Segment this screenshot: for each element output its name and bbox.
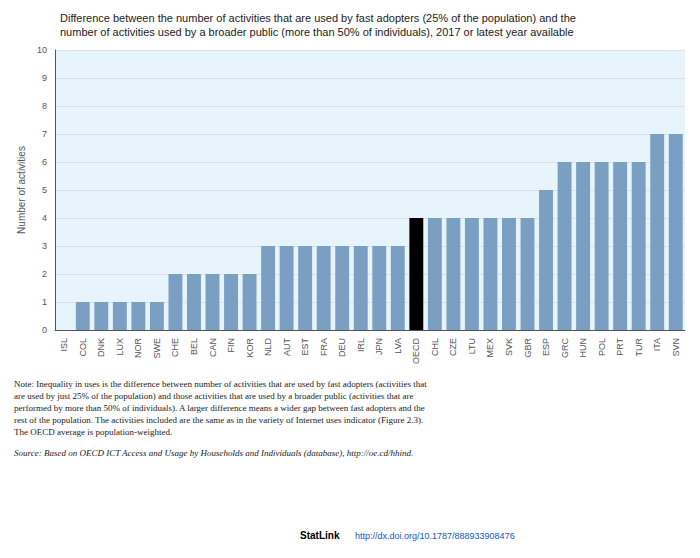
- svg-text:are used by just 25% of the po: are used by just 25% of the population) …: [14, 391, 413, 401]
- svg-text:ESP: ESP: [541, 338, 551, 356]
- svg-text:FRA: FRA: [319, 338, 329, 356]
- svg-text:DNK: DNK: [96, 338, 106, 357]
- svg-text:5: 5: [42, 185, 47, 195]
- svg-text:SVN: SVN: [671, 338, 681, 357]
- svg-text:ISL: ISL: [59, 338, 69, 352]
- svg-text:HUN: HUN: [578, 338, 588, 358]
- svg-text:JPN: JPN: [374, 338, 384, 355]
- svg-text:POL: POL: [597, 338, 607, 356]
- svg-text:SWE: SWE: [152, 338, 162, 359]
- svg-text:OECD: OECD: [411, 338, 421, 365]
- svg-text:PRT: PRT: [615, 338, 625, 356]
- svg-text:Note: Inequality in uses is th: Note: Inequality in uses is the differen…: [14, 379, 427, 389]
- svg-text:number of activities used by a: number of activities used by a broader p…: [60, 26, 574, 38]
- svg-text:GRC: GRC: [560, 338, 570, 359]
- svg-text:GBR: GBR: [523, 338, 533, 358]
- svg-text:LUX: LUX: [115, 338, 125, 356]
- svg-text:LTU: LTU: [467, 338, 477, 354]
- svg-text:ITA: ITA: [652, 338, 662, 351]
- svg-text:0: 0: [42, 325, 47, 335]
- svg-text:http://dx.doi.org/10.1787/8889: http://dx.doi.org/10.1787/888933908476: [355, 531, 515, 541]
- svg-text:EST: EST: [300, 338, 310, 356]
- svg-text:Number of activities: Number of activities: [16, 146, 27, 234]
- svg-text:CHL: CHL: [430, 338, 440, 356]
- svg-text:10: 10: [37, 45, 47, 55]
- svg-text:CHE: CHE: [170, 338, 180, 357]
- svg-text:8: 8: [42, 101, 47, 111]
- svg-text:FIN: FIN: [226, 338, 236, 353]
- svg-text:BEL: BEL: [189, 338, 199, 355]
- svg-text:Source: Based on OECD ICT Acce: Source: Based on OECD ICT Access and Usa…: [14, 448, 413, 458]
- svg-text:4: 4: [42, 213, 47, 223]
- svg-text:rest of the population. The ac: rest of the population. The activities i…: [14, 415, 423, 425]
- svg-text:DEU: DEU: [337, 338, 347, 357]
- svg-text:StatLink: StatLink: [300, 530, 340, 541]
- svg-text:AUT: AUT: [282, 337, 292, 356]
- svg-text:7: 7: [42, 129, 47, 139]
- svg-text:LVA: LVA: [393, 338, 403, 354]
- svg-text:9: 9: [42, 73, 47, 83]
- svg-text:TUR: TUR: [634, 338, 644, 357]
- svg-text:performed by more than 50% of: performed by more than 50% of individual…: [14, 403, 425, 413]
- svg-text:1: 1: [42, 297, 47, 307]
- svg-text:COL: COL: [78, 338, 88, 357]
- svg-text:KOR: KOR: [245, 338, 255, 358]
- svg-text:NOR: NOR: [133, 338, 143, 359]
- svg-text:NLD: NLD: [263, 338, 273, 357]
- svg-text:CAN: CAN: [208, 338, 218, 357]
- svg-text:CZE: CZE: [448, 338, 458, 356]
- svg-text:6: 6: [42, 157, 47, 167]
- svg-text:3: 3: [42, 241, 47, 251]
- svg-text:2: 2: [42, 269, 47, 279]
- svg-text:SVK: SVK: [504, 338, 514, 356]
- svg-text:Difference between the number: Difference between the number of activit…: [60, 12, 576, 24]
- svg-text:The OECD average is population: The OECD average is population-weighted.: [14, 427, 172, 437]
- svg-text:IRL: IRL: [356, 338, 366, 352]
- svg-text:MEX: MEX: [485, 338, 495, 358]
